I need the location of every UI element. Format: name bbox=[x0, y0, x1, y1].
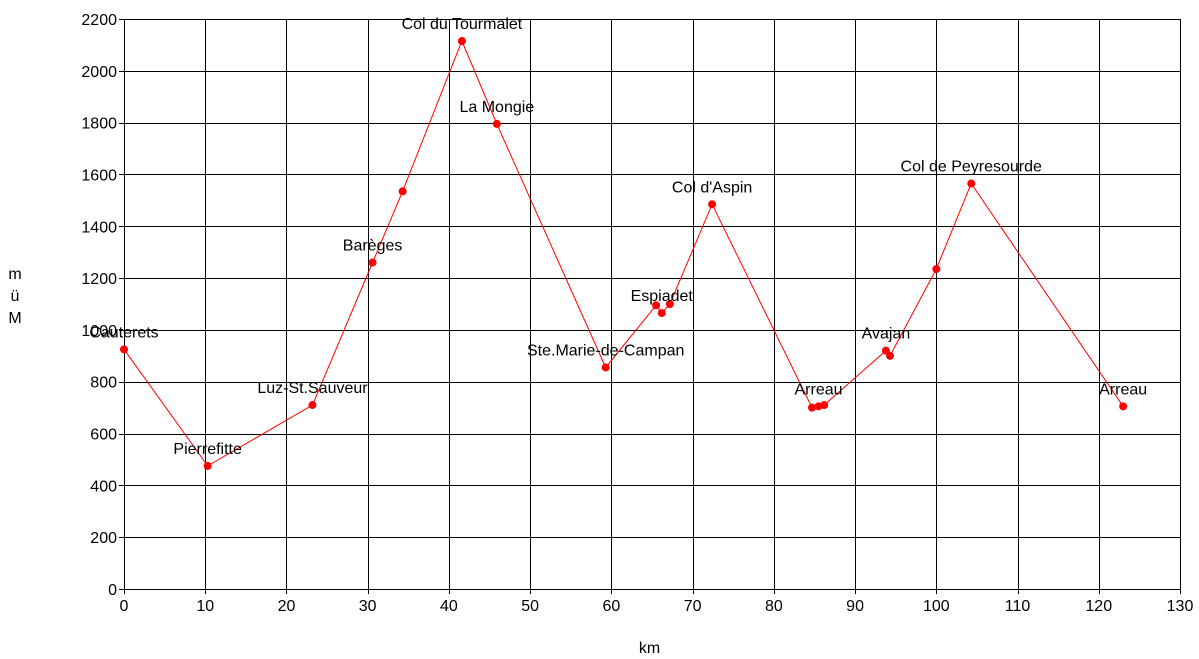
x-tick-label: 100 bbox=[923, 598, 950, 615]
point-label: Col de Peyresourde bbox=[901, 159, 1043, 176]
data-point bbox=[308, 401, 317, 410]
x-tick-label: 70 bbox=[684, 598, 702, 615]
point-label: Pierrefitte bbox=[173, 441, 242, 458]
point-label: Barèges bbox=[343, 238, 403, 255]
point-label: Luz-St.Sauveur bbox=[257, 380, 368, 397]
y-tick-label: 1000 bbox=[81, 323, 117, 340]
x-tick-label: 80 bbox=[765, 598, 783, 615]
y-tick-label: 1200 bbox=[81, 271, 117, 288]
point-label: Avajan bbox=[862, 326, 911, 343]
x-tick-label: 50 bbox=[521, 598, 539, 615]
data-point bbox=[368, 258, 377, 267]
x-axis-label-wrap: km bbox=[0, 640, 1199, 658]
data-point bbox=[708, 200, 717, 209]
y-tick-label: 200 bbox=[90, 530, 117, 547]
point-label: Ste.Marie-de-Campan bbox=[527, 342, 684, 359]
x-tick-label: 110 bbox=[1005, 598, 1031, 615]
series-line bbox=[123, 39, 1124, 467]
y-tick-label: 600 bbox=[90, 427, 117, 444]
data-point bbox=[665, 300, 674, 308]
data-point bbox=[398, 187, 407, 196]
x-axis-label: km bbox=[638, 640, 661, 657]
data-point bbox=[120, 345, 128, 354]
x-tick-label: 0 bbox=[120, 598, 129, 615]
x-tick-label: 130 bbox=[1167, 598, 1194, 615]
y-tick-label: 2000 bbox=[81, 64, 117, 81]
y-axis-label: m ü M bbox=[8, 264, 22, 330]
data-point bbox=[808, 403, 817, 412]
data-point bbox=[657, 309, 666, 318]
data-point bbox=[601, 363, 610, 372]
plot-border bbox=[124, 19, 1181, 590]
x-tick-label: 40 bbox=[440, 598, 458, 615]
x-tick-label: 90 bbox=[846, 598, 864, 615]
y-tick-label: 800 bbox=[90, 375, 117, 392]
x-tick-label: 20 bbox=[278, 598, 296, 615]
point-labels: Cauterets Pierrefitte Luz-St.Sauveur Barège… bbox=[89, 16, 1147, 458]
data-point bbox=[203, 461, 212, 470]
axes: 0 10 20 30 40 50 60 70 80 90 100 110 120 130 0 200 400 60… bbox=[81, 12, 1193, 615]
data-point bbox=[652, 301, 661, 310]
data-point bbox=[820, 401, 829, 410]
data-point bbox=[457, 37, 466, 46]
point-label: Col d'Aspin bbox=[672, 179, 752, 196]
y-axis-label-char: m bbox=[8, 266, 22, 283]
data-point bbox=[886, 351, 895, 360]
y-tick-label: 1400 bbox=[81, 219, 117, 236]
x-tick-label: 120 bbox=[1085, 598, 1112, 615]
y-axis-label-char: M bbox=[8, 310, 22, 327]
point-label: Arreau bbox=[795, 381, 843, 398]
y-tick-label: 1600 bbox=[81, 167, 117, 184]
data-point bbox=[492, 119, 501, 128]
data-point bbox=[932, 265, 941, 274]
point-label: Cauterets bbox=[89, 324, 158, 341]
point-label: Espiadet bbox=[631, 288, 694, 305]
y-tick-label: 2200 bbox=[81, 12, 117, 29]
data-point bbox=[1119, 402, 1128, 411]
y-axis-label-char: ü bbox=[10, 288, 20, 305]
x-tick-label: 10 bbox=[196, 598, 214, 615]
y-tick-label: 0 bbox=[108, 582, 117, 599]
point-label: Arreau bbox=[1099, 381, 1147, 398]
y-tick-label: 400 bbox=[90, 478, 117, 495]
data-point bbox=[967, 179, 976, 188]
elevation-line bbox=[123, 39, 1124, 467]
point-label: La Mongie bbox=[459, 99, 534, 116]
x-tick-label: 60 bbox=[602, 598, 620, 615]
y-tick-label: 1800 bbox=[81, 116, 117, 133]
series-markers bbox=[120, 37, 1128, 470]
x-tick-label: 30 bbox=[359, 598, 377, 615]
point-label: Col du Tourmalet bbox=[402, 16, 523, 33]
